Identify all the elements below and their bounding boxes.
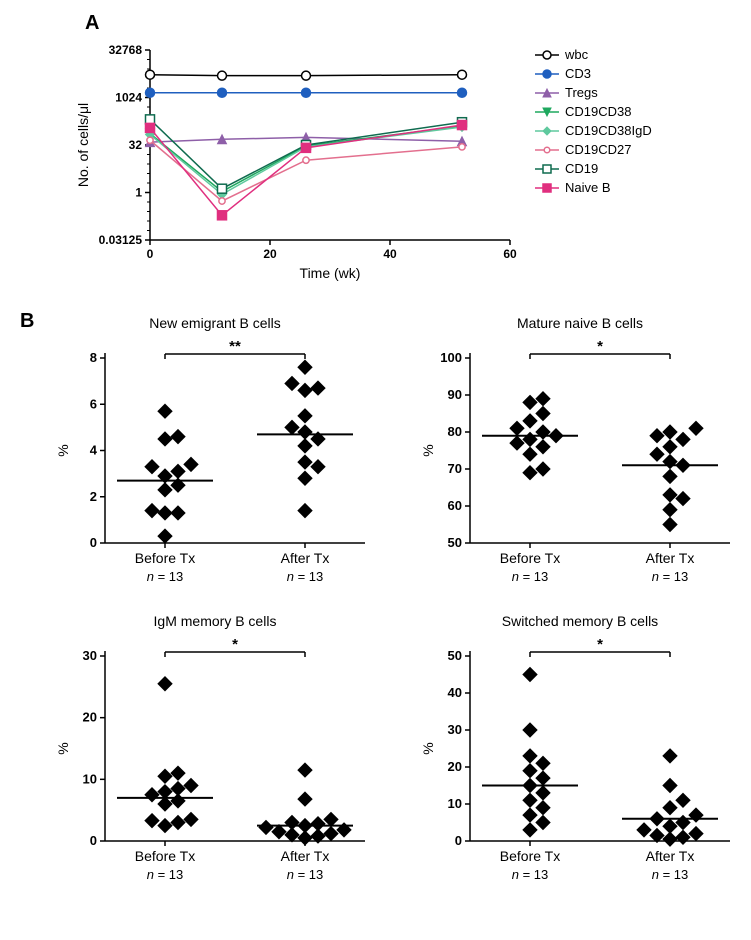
svg-text:32768: 32768 <box>109 43 143 57</box>
svg-text:100: 100 <box>440 350 462 365</box>
svg-text:n = 13: n = 13 <box>287 867 324 882</box>
svg-text:30: 30 <box>83 648 97 663</box>
svg-text:Before Tx: Before Tx <box>500 550 560 566</box>
svg-text:*: * <box>597 338 603 355</box>
svg-text:No. of cells/μl: No. of cells/μl <box>75 103 91 187</box>
scatter-2-chart: 0 10 20 30% * Before Tx n = 13 After Tx n = 13 <box>50 631 380 901</box>
svg-text:1024: 1024 <box>115 91 142 105</box>
svg-text:80: 80 <box>448 424 462 439</box>
svg-text:n = 13: n = 13 <box>652 867 689 882</box>
panel-a: 0.03125 1 32 1024 32768 0 20 40 60 Time (wk) No. o… <box>70 30 710 290</box>
svg-text:After Tx: After Tx <box>646 550 695 566</box>
svg-text:2: 2 <box>90 489 97 504</box>
scatter-2: IgM memory B cells 0 10 20 30% * Before Tx n =… <box>50 613 380 901</box>
panel-b-grid: New emigrant B cells 02468%**Before Txn … <box>50 315 750 901</box>
svg-text:10: 10 <box>448 796 462 811</box>
svg-text:Before Tx: Before Tx <box>500 848 560 864</box>
svg-text:*: * <box>597 636 603 653</box>
svg-text:CD19: CD19 <box>565 161 598 176</box>
svg-text:10: 10 <box>83 771 97 786</box>
svg-text:CD3: CD3 <box>565 66 591 81</box>
svg-text:60: 60 <box>448 498 462 513</box>
svg-text:4: 4 <box>90 443 98 458</box>
svg-text:n = 13: n = 13 <box>512 867 549 882</box>
svg-text:*: * <box>232 636 238 653</box>
svg-text:60: 60 <box>503 247 517 261</box>
scatter-3: Switched memory B cells 0 10 20 30 40 50% * Bef… <box>415 613 745 901</box>
svg-text:1: 1 <box>135 186 142 200</box>
svg-text:wbc: wbc <box>564 47 589 62</box>
svg-text:Tregs: Tregs <box>565 85 598 100</box>
svg-text:%: % <box>55 444 71 456</box>
svg-text:0.03125: 0.03125 <box>99 233 143 247</box>
svg-text:After Tx: After Tx <box>281 848 330 864</box>
svg-text:Before Tx: Before Tx <box>135 848 195 864</box>
svg-text:After Tx: After Tx <box>646 848 695 864</box>
panel-a-chart: 0.03125 1 32 1024 32768 0 20 40 60 Time (wk) No. o… <box>70 30 710 290</box>
svg-text:n = 13: n = 13 <box>652 569 689 584</box>
scatter-1-title: Mature naive B cells <box>415 315 745 331</box>
svg-text:Time (wk): Time (wk) <box>300 265 361 281</box>
svg-text:%: % <box>420 742 436 754</box>
scatter-0-chart: 0 2 4 6 8% ** Before Tx n = 13 After Tx n = 13 <box>50 333 380 603</box>
svg-text:0: 0 <box>147 247 154 261</box>
panel-b: New emigrant B cells 02468%**Before Txn … <box>20 315 740 925</box>
svg-text:50: 50 <box>448 535 462 550</box>
svg-text:0: 0 <box>90 535 97 550</box>
svg-text:Naive B: Naive B <box>565 180 611 195</box>
scatter-0: New emigrant B cells 0 2 4 6 8% ** Before Tx n … <box>50 315 380 603</box>
scatter-0-title: New emigrant B cells <box>50 315 380 331</box>
svg-text:n = 13: n = 13 <box>147 867 184 882</box>
svg-text:%: % <box>420 444 436 456</box>
svg-text:**: ** <box>229 338 241 355</box>
svg-text:20: 20 <box>263 247 277 261</box>
scatter-3-chart: 0 10 20 30 40 50% * Before Tx n = 13 After Tx n = … <box>415 631 745 901</box>
svg-text:n = 13: n = 13 <box>512 569 549 584</box>
svg-text:CD19CD27: CD19CD27 <box>565 142 631 157</box>
figure-root: A 0.031251321024327680204060Time (wk)No.… <box>10 10 741 930</box>
svg-text:n = 13: n = 13 <box>147 569 184 584</box>
svg-text:After Tx: After Tx <box>281 550 330 566</box>
svg-text:50: 50 <box>448 648 462 663</box>
svg-text:0: 0 <box>90 833 97 848</box>
svg-text:90: 90 <box>448 387 462 402</box>
svg-text:6: 6 <box>90 396 97 411</box>
svg-text:CD19CD38IgD: CD19CD38IgD <box>565 123 652 138</box>
svg-text:70: 70 <box>448 461 462 476</box>
svg-text:20: 20 <box>83 710 97 725</box>
svg-text:%: % <box>55 742 71 754</box>
svg-text:0: 0 <box>455 833 462 848</box>
svg-text:CD19CD38: CD19CD38 <box>565 104 631 119</box>
scatter-3-title: Switched memory B cells <box>415 613 745 629</box>
svg-text:40: 40 <box>383 247 397 261</box>
scatter-1: Mature naive B cells 50 60 70 80 90 100% * Befo… <box>415 315 745 603</box>
scatter-2-title: IgM memory B cells <box>50 613 380 629</box>
svg-text:n = 13: n = 13 <box>287 569 324 584</box>
svg-text:32: 32 <box>129 138 143 152</box>
svg-text:30: 30 <box>448 722 462 737</box>
svg-text:20: 20 <box>448 759 462 774</box>
svg-text:40: 40 <box>448 685 462 700</box>
svg-text:Before Tx: Before Tx <box>135 550 195 566</box>
svg-text:8: 8 <box>90 350 97 365</box>
scatter-1-chart: 50 60 70 80 90 100% * Before Tx n = 13 After Tx n … <box>415 333 745 603</box>
